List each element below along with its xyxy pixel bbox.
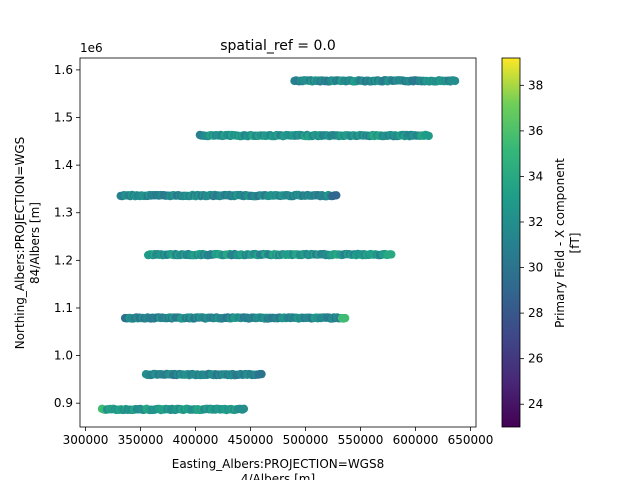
- data-point: [424, 131, 433, 141]
- x-axis: 300000 350000 400000 450000 500000 550000 6000…: [63, 427, 494, 447]
- data-point: [340, 313, 350, 323]
- y-tick-label: 1.0: [54, 349, 73, 363]
- colorbar-tick-label: 28: [528, 306, 543, 320]
- x-tick-label: 400000: [173, 433, 219, 447]
- y-tick-label: 1.4: [54, 158, 73, 172]
- y-axis: 0.9 1.0 1.1 1.2 1.3 1.4 1.5 1.6: [54, 63, 80, 410]
- colorbar-tick-label: 38: [528, 78, 543, 92]
- x-tick-label: 450000: [228, 433, 274, 447]
- x-tick-label: 300000: [63, 433, 109, 447]
- y-axis-label-line-1: Northing_Albers:PROJECTION=WGS: [13, 137, 27, 350]
- x-tick-label: 550000: [338, 433, 384, 447]
- scatter-points: [97, 76, 460, 415]
- colorbar-axis: 24 26 28 30 32 34 36 38: [520, 78, 543, 411]
- x-tick-label: 350000: [118, 433, 164, 447]
- data-point: [239, 404, 249, 413]
- y-tick-label: 0.9: [54, 396, 73, 410]
- colorbar-label-line-1: Primary Field - X component: [553, 158, 567, 328]
- chart-title: spatial_ref = 0.0: [220, 38, 336, 54]
- colorbar-label-line-2: [fT]: [568, 233, 582, 254]
- y-tick-label: 1.3: [54, 206, 73, 220]
- data-point: [332, 191, 341, 200]
- colorbar: [501, 57, 521, 428]
- y-axis-label-line-2: 84/Albers [m]: [28, 202, 42, 284]
- colorbar-tick-label: 36: [528, 124, 543, 138]
- data-point: [450, 76, 460, 86]
- x-axis-label-line-1: Easting_Albers:PROJECTION=WGS8: [172, 457, 385, 471]
- colorbar-tick-label: 30: [528, 261, 543, 275]
- x-axis-label-line-2: 4/Albers [m]: [241, 472, 315, 480]
- x-tick-label: 650000: [448, 433, 494, 447]
- y-tick-label: 1.2: [54, 253, 73, 267]
- data-point: [387, 250, 396, 259]
- y-tick-label: 1.5: [54, 111, 73, 125]
- y-tick-label: 1.6: [54, 63, 73, 77]
- colorbar-tick-label: 34: [528, 169, 543, 183]
- x-tick-label: 500000: [283, 433, 329, 447]
- colorbar-tick-label: 26: [528, 352, 543, 366]
- y-tick-label: 1.1: [54, 301, 73, 315]
- x-tick-label: 600000: [393, 433, 439, 447]
- colorbar-tick-label: 32: [528, 215, 543, 229]
- colorbar-tick-label: 24: [528, 397, 543, 411]
- plot-frame: [79, 57, 477, 428]
- data-point: [257, 369, 266, 379]
- y-offset-label: 1e6: [80, 41, 103, 55]
